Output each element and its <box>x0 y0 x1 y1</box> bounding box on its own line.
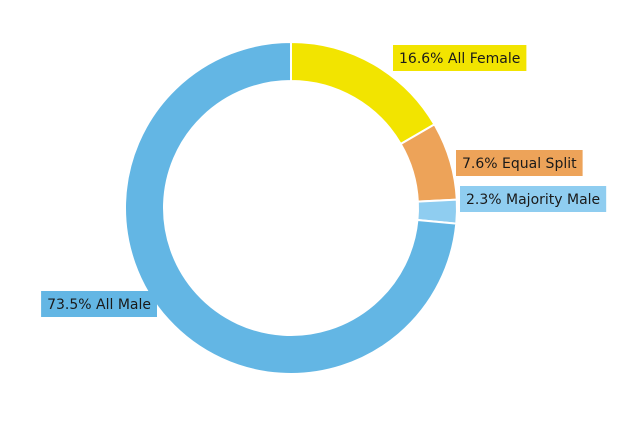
value-label: 7.6% <box>462 156 498 172</box>
label-text: 7.6% Equal Split <box>462 156 577 172</box>
label-text: 2.3% Majority Male <box>466 192 600 208</box>
donut-segment <box>124 40 458 375</box>
label-box <box>456 150 583 176</box>
category-label: Majority Male <box>502 192 601 208</box>
data-label: 73.5% All Male <box>41 291 157 317</box>
category-label: All Female <box>443 51 520 67</box>
label-box <box>41 291 157 317</box>
value-label: 73.5% <box>47 297 91 313</box>
value-label: 16.6% <box>399 51 443 67</box>
label-box <box>393 45 527 71</box>
data-label: 16.6% All Female <box>393 45 527 71</box>
data-label: 7.6% Equal Split <box>456 150 583 176</box>
value-label: 2.3% <box>466 192 502 208</box>
label-box <box>460 186 607 212</box>
data-label: 2.3% Majority Male <box>460 186 607 212</box>
label-text: 16.6% All Female <box>399 51 520 67</box>
category-label: All Male <box>92 297 151 313</box>
category-label: Equal Split <box>498 156 578 172</box>
label-text: 73.5% All Male <box>47 297 151 313</box>
